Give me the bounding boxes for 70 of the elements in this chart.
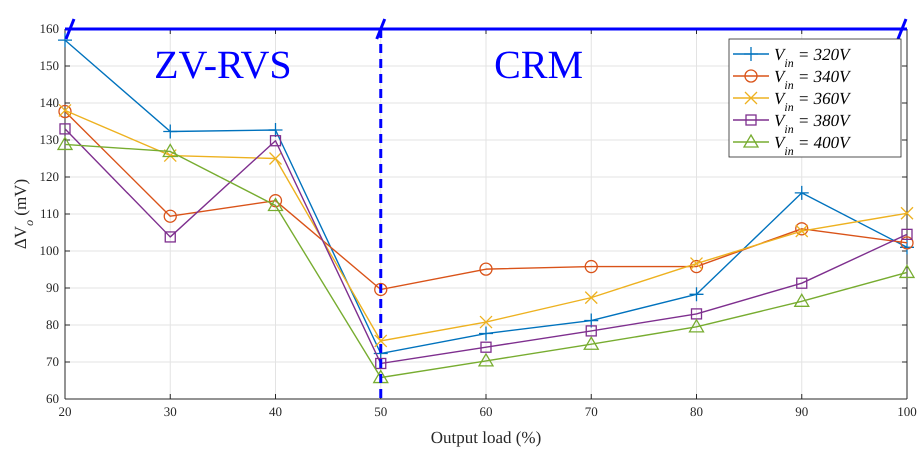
point	[270, 135, 282, 146]
point	[268, 152, 282, 166]
point	[688, 319, 704, 332]
x-axis-title: Output load (%)	[430, 428, 542, 447]
point	[374, 334, 388, 348]
y-tick-label: 70	[46, 354, 59, 370]
y-tick-label: 100	[40, 243, 59, 258]
point	[478, 326, 494, 342]
x-tick-label: 100	[897, 404, 917, 420]
point	[164, 231, 176, 243]
legend-label: V$_{in}$ = 340V	[774, 67, 852, 92]
point	[162, 124, 178, 140]
point	[164, 148, 177, 162]
point	[268, 198, 284, 212]
point	[162, 144, 178, 158]
annotation: CRM	[494, 42, 584, 88]
point	[478, 353, 494, 367]
point	[374, 282, 388, 296]
point	[796, 278, 808, 289]
point	[59, 123, 71, 135]
point	[164, 210, 177, 223]
y-tick-label: 80	[46, 317, 59, 332]
x-tick-label: 50	[374, 404, 388, 420]
point	[795, 222, 808, 236]
point	[373, 370, 388, 384]
legend-label: V$_{in}$ = 400V	[774, 133, 852, 158]
x-tick-label: 20	[58, 404, 72, 420]
point	[57, 136, 73, 150]
x-tick-label: 70	[584, 404, 598, 420]
point	[584, 312, 599, 328]
y-tick-label: 90	[46, 280, 59, 296]
y-tick-label: 160	[40, 21, 59, 36]
annotation: ZV-RVS	[154, 42, 292, 88]
point	[794, 185, 810, 201]
point	[901, 228, 913, 240]
legend-label: V$_{in}$ = 320V	[774, 45, 852, 70]
point	[690, 260, 704, 274]
x-tick-label: 60	[480, 404, 492, 420]
y-tick-label: 110	[40, 206, 59, 222]
x-tick-label: 40	[269, 404, 282, 420]
point	[688, 286, 704, 302]
y-tick-label: 60	[46, 391, 59, 406]
y-tick-label: 140	[40, 95, 59, 110]
point	[690, 256, 704, 270]
point	[479, 315, 493, 329]
x-tick-label: 90	[795, 404, 808, 420]
x-tick-label: 80	[690, 404, 703, 420]
y-tick-label: 150	[40, 58, 59, 74]
x-tick-label: 30	[164, 404, 177, 420]
point	[794, 294, 810, 307]
point	[690, 308, 702, 320]
point	[57, 32, 73, 48]
point	[584, 336, 599, 350]
point	[480, 342, 492, 353]
point	[795, 224, 808, 238]
point	[268, 122, 284, 138]
legend-label: V$_{in}$ = 380V	[774, 111, 852, 136]
point	[900, 206, 914, 220]
point	[584, 290, 598, 304]
y-tick-label: 130	[40, 132, 59, 148]
point	[586, 325, 597, 337]
legend-label: V$_{in}$ = 360V	[774, 89, 852, 114]
point	[899, 264, 915, 278]
point	[584, 260, 598, 274]
point	[900, 236, 914, 250]
y-tick-label: 120	[40, 169, 59, 184]
point	[268, 194, 282, 208]
point	[479, 262, 493, 276]
point	[375, 358, 386, 370]
point	[899, 240, 915, 255]
